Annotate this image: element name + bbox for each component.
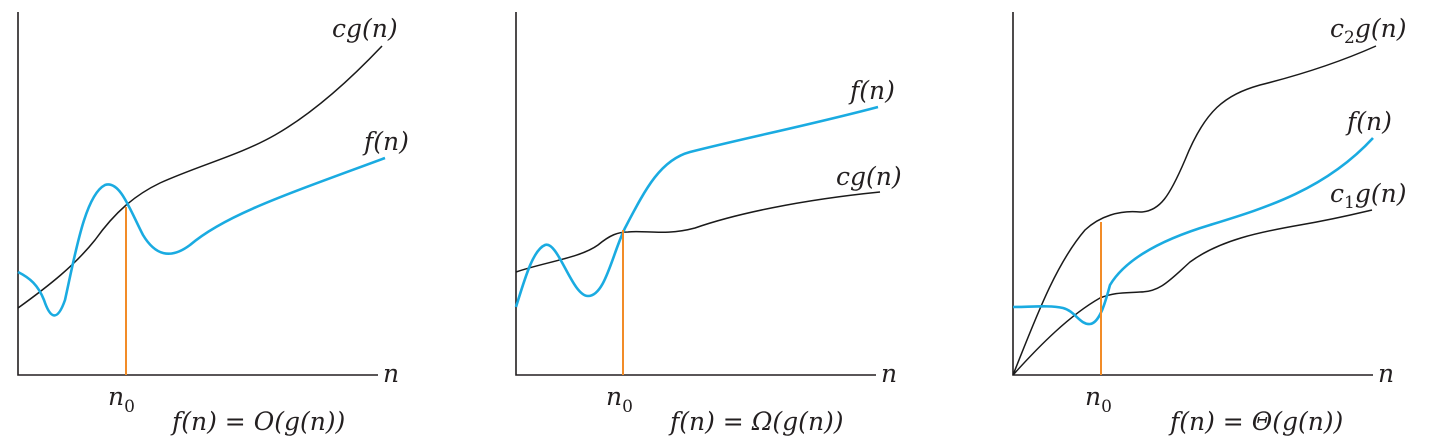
panel-2-f-curve [514, 105, 879, 308]
panel-3-caption: f(n) = Θ(g(n)) [1168, 407, 1343, 436]
panel-2-n0-label: n0 [606, 382, 633, 417]
panel-3-axes [1012, 12, 1373, 376]
panel-1-f-curve [17, 156, 386, 317]
panel-2-axes [515, 12, 876, 376]
panel-big-omega: f(n) cg(n) n n0 f(n) = Ω(g(n)) [514, 12, 902, 436]
panel-1-caption: f(n) = O(g(n)) [170, 407, 345, 436]
panel-3-f-label: f(n) [1345, 107, 1392, 136]
panel-big-o: cg(n) f(n) n n0 f(n) = O(g(n)) [17, 12, 409, 436]
panel-1-cg-curve [17, 45, 383, 309]
panel-3-c2g-label: c2g(n) [1330, 14, 1406, 48]
panel-3-n0-label: n0 [1085, 382, 1112, 417]
panel-1-f-label: f(n) [362, 127, 409, 156]
panel-1-axes [17, 12, 378, 376]
panel-3-n-axis-label: n [1378, 359, 1394, 388]
panel-3-c1g-curve [1012, 209, 1373, 376]
panel-1-n0-label: n0 [108, 382, 135, 417]
panel-2-caption: f(n) = Ω(g(n)) [668, 407, 844, 436]
panel-2-cg-label: cg(n) [836, 162, 902, 191]
panel-1-cg-label: cg(n) [332, 14, 398, 43]
panel-3-c2g-curve [1012, 45, 1377, 376]
panel-1-n-axis-label: n [383, 359, 399, 388]
panel-2-cg-curve [515, 191, 881, 273]
panel-3-c1g-label: c1g(n) [1330, 179, 1406, 213]
panel-3-f-curve [1012, 137, 1374, 326]
panel-2-n-axis-label: n [881, 359, 897, 388]
panel-big-theta: c2g(n) f(n) c1g(n) n n0 f(n) = Θ(g(n)) [1012, 12, 1406, 436]
panel-2-f-label: f(n) [848, 76, 895, 105]
